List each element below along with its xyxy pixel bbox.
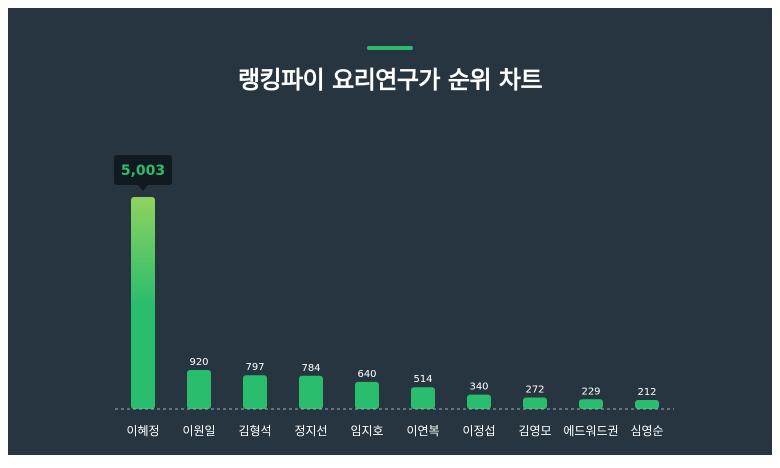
bar-value-label: 640: [357, 369, 376, 380]
bar-5: [355, 381, 379, 409]
category-label: 이정섭: [462, 424, 495, 438]
category-label: 에드워드권: [563, 424, 618, 438]
bar-7: [467, 394, 491, 409]
bar-1: [131, 197, 155, 409]
category-label: 김영모: [518, 424, 551, 438]
bar-8: [523, 397, 547, 409]
category-label: 임지호: [350, 424, 383, 438]
category-label: 김형석: [238, 424, 271, 438]
bar-value-label: 784: [301, 363, 320, 374]
highlight-tooltip: 5,003: [114, 155, 172, 191]
bar-value-label: 340: [469, 382, 488, 393]
bars-group: 이혜정 920 이원일 797 김형석 784 정지선 640 임지호 514 이연복 340 이정섭 2…: [126, 197, 664, 438]
category-label: 심영순: [630, 424, 663, 438]
category-label: 이혜정: [126, 424, 159, 438]
bar-value-label: 920: [189, 357, 208, 368]
bar-6: [411, 387, 435, 409]
bar-value-label: 797: [245, 362, 264, 373]
bar-value-label: 272: [525, 384, 544, 395]
bar-3: [243, 375, 267, 409]
bar-4: [299, 375, 323, 409]
category-label: 정지선: [294, 424, 327, 438]
tooltip-value: 5,003: [121, 163, 165, 179]
bar-value-label: 514: [413, 374, 432, 385]
chart-title: 랭킹파이 요리연구가 순위 차트: [237, 66, 543, 94]
category-label: 이원일: [182, 424, 215, 438]
tooltip-pointer: [138, 185, 148, 191]
category-label: 이연복: [406, 424, 439, 438]
bar-value-label: 212: [637, 387, 656, 398]
bar-2: [187, 370, 211, 409]
chart-card: 랭킹파이 요리연구가 순위 차트 이혜정 920 이원일 797 김형석 784 정지선 64…: [8, 8, 772, 455]
bar-10: [635, 400, 659, 409]
title-accent-line: [367, 46, 413, 50]
bar-9: [579, 399, 603, 409]
bar-value-label: 229: [581, 386, 600, 397]
bar-chart: 이혜정 920 이원일 797 김형석 784 정지선 640 임지호 514 이연복 340 이정섭 2…: [114, 155, 674, 438]
tooltip-box: [114, 155, 172, 185]
